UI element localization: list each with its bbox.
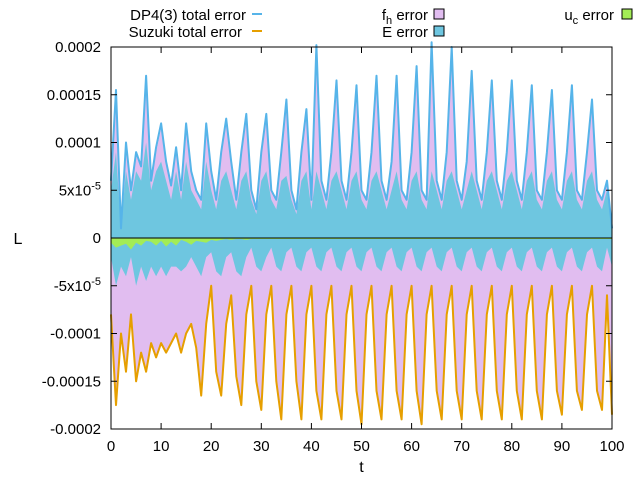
x-tick-label: 80	[503, 438, 520, 455]
x-tick-label: 50	[353, 438, 370, 455]
legend-label: uc error	[564, 7, 614, 27]
y-tick-label: 0	[93, 230, 101, 247]
legend-label: DP4(3) total error	[130, 7, 246, 24]
legend-item-suzuki: Suzuki total error	[129, 24, 262, 41]
legend-swatch	[621, 8, 633, 20]
legend-item-e: E error	[382, 24, 445, 41]
y-tick-label: 0.0001	[55, 135, 101, 152]
plot-areas	[111, 47, 612, 425]
area-fh_neg	[111, 238, 612, 425]
x-tick-label: 20	[203, 438, 220, 455]
x-axis-label: t	[359, 459, 364, 476]
y-tick-label: 0.00015	[47, 87, 101, 104]
x-tick-label: 0	[107, 438, 115, 455]
x-axis: 0 10 20 30 40 50 60 70 80 90 100	[107, 47, 625, 455]
y-axis-label: L	[14, 231, 23, 248]
x-tick-label: 40	[303, 438, 320, 455]
legend-swatch	[433, 8, 445, 20]
x-tick-label: 10	[153, 438, 170, 455]
x-tick-label: 70	[453, 438, 470, 455]
x-tick-label: 90	[554, 438, 571, 455]
legend-item-dp4: DP4(3) total error	[130, 7, 262, 24]
legend-item-fh: fh error	[382, 7, 445, 27]
x-tick-label: 100	[599, 438, 624, 455]
legend-label: fh error	[382, 7, 428, 27]
legend-label: Suzuki total error	[129, 24, 242, 41]
legend-label: E error	[382, 24, 428, 41]
legend-item-uc: uc error	[564, 7, 633, 27]
area-e_neg	[111, 238, 612, 286]
y-tick-label: -5x10-5	[54, 276, 101, 295]
y-axis: 0.0002 0.00015 0.0001 5x10-5 0 -5x10-5 -0.0001…	[42, 39, 612, 438]
y-tick-label: 0.0002	[55, 39, 101, 56]
line-dp4	[110, 41, 613, 230]
x-tick-label: 30	[253, 438, 270, 455]
y-tick-label: -0.00015	[42, 373, 101, 390]
y-tick-label: -0.0002	[50, 421, 101, 438]
legend-swatch	[433, 25, 445, 37]
y-tick-label: 5x10-5	[59, 180, 101, 199]
area-uc_neg	[111, 238, 612, 250]
x-tick-label: 60	[403, 438, 420, 455]
y-tick-label: -0.0001	[50, 326, 101, 343]
area-e_pos	[111, 142, 612, 238]
